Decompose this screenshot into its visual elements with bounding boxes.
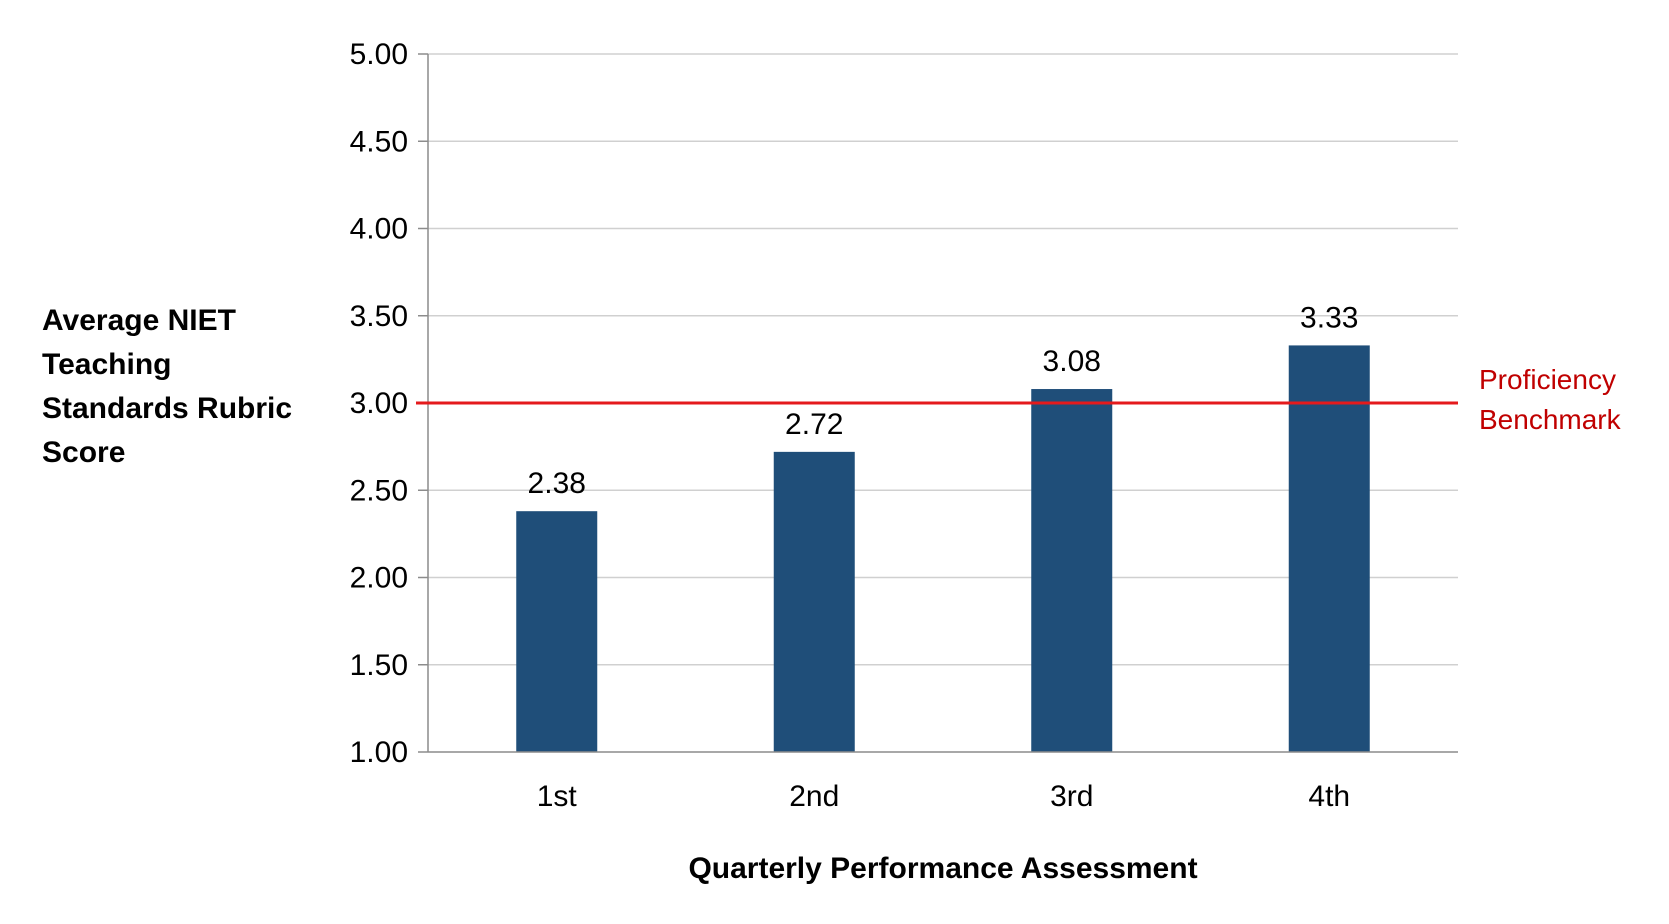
x-tick-label: 4th (1308, 780, 1350, 813)
y-axis-ticks: 1.00 1.50 2.00 2.50 3.00 3.50 4.00 4.50 5.00 (350, 38, 428, 769)
y-tick-label: 2.00 (350, 562, 408, 595)
y-axis-title-line: Score (42, 436, 125, 469)
y-tick-label: 1.00 (350, 736, 408, 769)
y-axis-title: Average NIET Teaching Standards Rubric Scor… (42, 304, 292, 469)
bar-2nd (773, 451, 855, 752)
benchmark-label: Benchmark (1479, 404, 1622, 435)
y-axis-title-line: Standards Rubric (42, 392, 292, 425)
y-axis-title-line: Teaching (42, 348, 171, 381)
bar-4th (1288, 345, 1370, 752)
y-tick-label: 3.50 (350, 300, 408, 333)
bars: 2.38 2.72 3.08 3.33 (516, 301, 1370, 752)
y-tick-label: 1.50 (350, 649, 408, 682)
x-axis-title: Quarterly Performance Assessment (688, 852, 1197, 885)
x-axis-ticks: 1st 2nd 3rd 4th (537, 780, 1350, 813)
y-axis-title-line: Average NIET (42, 304, 236, 337)
y-tick-label: 4.50 (350, 125, 408, 158)
bar-1st (516, 511, 598, 752)
data-label: 2.38 (528, 467, 586, 500)
data-label: 3.08 (1043, 345, 1101, 378)
y-tick-label: 2.50 (350, 474, 408, 507)
y-tick-label: 5.00 (350, 38, 408, 71)
benchmark: Proficiency Benchmark (416, 364, 1622, 435)
data-label: 2.72 (785, 408, 843, 441)
data-label: 3.33 (1300, 301, 1358, 334)
x-tick-label: 2nd (789, 780, 839, 813)
x-tick-label: 1st (537, 780, 578, 813)
y-tick-label: 3.00 (350, 387, 408, 420)
y-tick-label: 4.00 (350, 213, 408, 246)
benchmark-label: Proficiency (1479, 364, 1616, 395)
bar-3rd (1031, 389, 1113, 752)
x-tick-label: 3rd (1050, 780, 1093, 813)
